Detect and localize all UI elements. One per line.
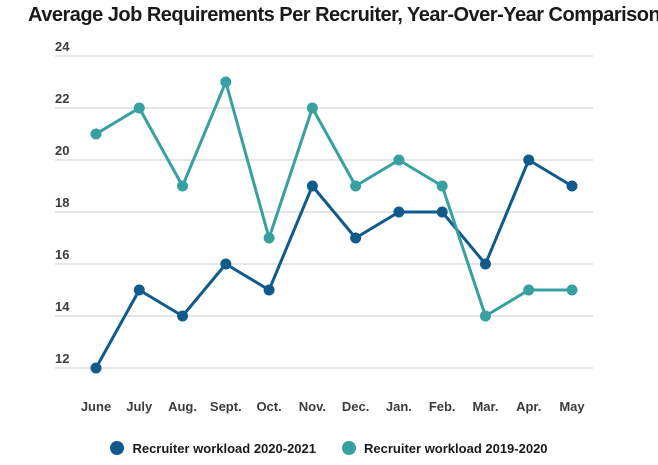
y-tick-label-20: 20 <box>55 143 69 158</box>
x-tick-label-Sept: Sept. <box>210 399 242 414</box>
data-point-0-Apr[interactable] <box>523 154 535 166</box>
y-tick-label-22: 22 <box>55 91 69 106</box>
y-tick-label-14: 14 <box>55 299 70 314</box>
legend-item-2019-2020[interactable]: Recruiter workload 2019-2020 <box>342 441 548 456</box>
legend-label-2019-2020: Recruiter workload 2019-2020 <box>364 440 548 456</box>
data-point-1-Aug[interactable] <box>177 180 189 192</box>
data-point-1-Apr[interactable] <box>523 284 535 296</box>
y-tick-label-16: 16 <box>55 247 69 262</box>
data-point-0-May[interactable] <box>566 180 578 192</box>
data-point-1-Mar[interactable] <box>479 310 491 322</box>
legend-dot-2020-2021-icon <box>110 441 125 455</box>
data-point-1-June[interactable] <box>90 128 102 140</box>
data-point-1-Nov[interactable] <box>306 102 318 114</box>
data-point-1-Sept[interactable] <box>220 76 232 88</box>
data-point-0-Sept[interactable] <box>220 258 232 270</box>
x-tick-label-Aug: Aug. <box>168 399 197 414</box>
data-point-1-Dec[interactable] <box>350 180 362 192</box>
data-point-1-Feb[interactable] <box>436 180 448 192</box>
data-point-0-Mar[interactable] <box>479 258 491 270</box>
data-point-1-Jan[interactable] <box>393 154 405 166</box>
legend-label-2020-2021: Recruiter workload 2020-2021 <box>132 440 316 456</box>
line-chart: 12 14 16 18 20 22 24 June July Aug. Sept. Oct. Nov. D… <box>55 39 593 414</box>
data-point-0-Feb[interactable] <box>436 206 448 218</box>
legend-dot-2019-2020-icon <box>342 441 356 455</box>
data-point-0-July[interactable] <box>133 284 145 296</box>
data-point-0-Aug[interactable] <box>177 310 189 322</box>
x-tick-label-Jan: Jan. <box>386 399 412 414</box>
data-point-0-June[interactable] <box>90 362 102 374</box>
x-tick-label-Mar: Mar. <box>472 399 498 414</box>
x-tick-label-Nov: Nov. <box>299 399 326 414</box>
x-tick-label-Apr: Apr. <box>516 399 541 414</box>
x-tick-label-Feb: Feb. <box>429 399 456 414</box>
x-tick-label-May: May <box>559 399 585 414</box>
x-tick-label-Dec: Dec. <box>342 399 369 414</box>
chart-title: Average Job Requirements Per Recruiter, … <box>28 4 658 26</box>
data-point-1-May[interactable] <box>566 284 578 296</box>
series-line-1 <box>94 80 574 318</box>
data-point-0-Oct[interactable] <box>263 284 275 296</box>
y-tick-label-18: 18 <box>55 195 69 210</box>
data-point-0-Jan[interactable] <box>393 206 405 218</box>
series-line-0 <box>94 158 574 370</box>
x-tick-label-June: June <box>81 399 111 414</box>
x-tick-label-Oct: Oct. <box>256 399 281 414</box>
data-point-0-Nov[interactable] <box>306 180 318 192</box>
legend-item-2020-2021[interactable]: Recruiter workload 2020-2021 <box>110 441 316 456</box>
x-tick-label-July: July <box>126 399 153 414</box>
chart-legend: Recruiter workload 2020-2021 Recruiter w… <box>0 436 658 460</box>
y-tick-label-24: 24 <box>55 39 70 54</box>
data-point-1-July[interactable] <box>133 102 145 114</box>
y-tick-label-12: 12 <box>55 351 69 366</box>
data-point-1-Oct[interactable] <box>263 232 275 244</box>
data-point-0-Dec[interactable] <box>350 232 362 244</box>
